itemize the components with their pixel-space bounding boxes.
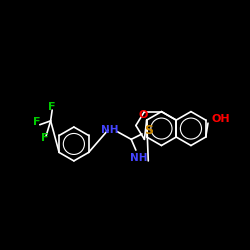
Text: F: F	[48, 102, 56, 112]
Text: F: F	[41, 133, 48, 143]
Text: O: O	[138, 110, 147, 120]
Text: F: F	[33, 118, 40, 128]
Text: S: S	[144, 124, 153, 136]
Text: NH: NH	[101, 125, 118, 135]
Text: NH: NH	[130, 153, 148, 163]
Text: OH: OH	[211, 114, 230, 124]
